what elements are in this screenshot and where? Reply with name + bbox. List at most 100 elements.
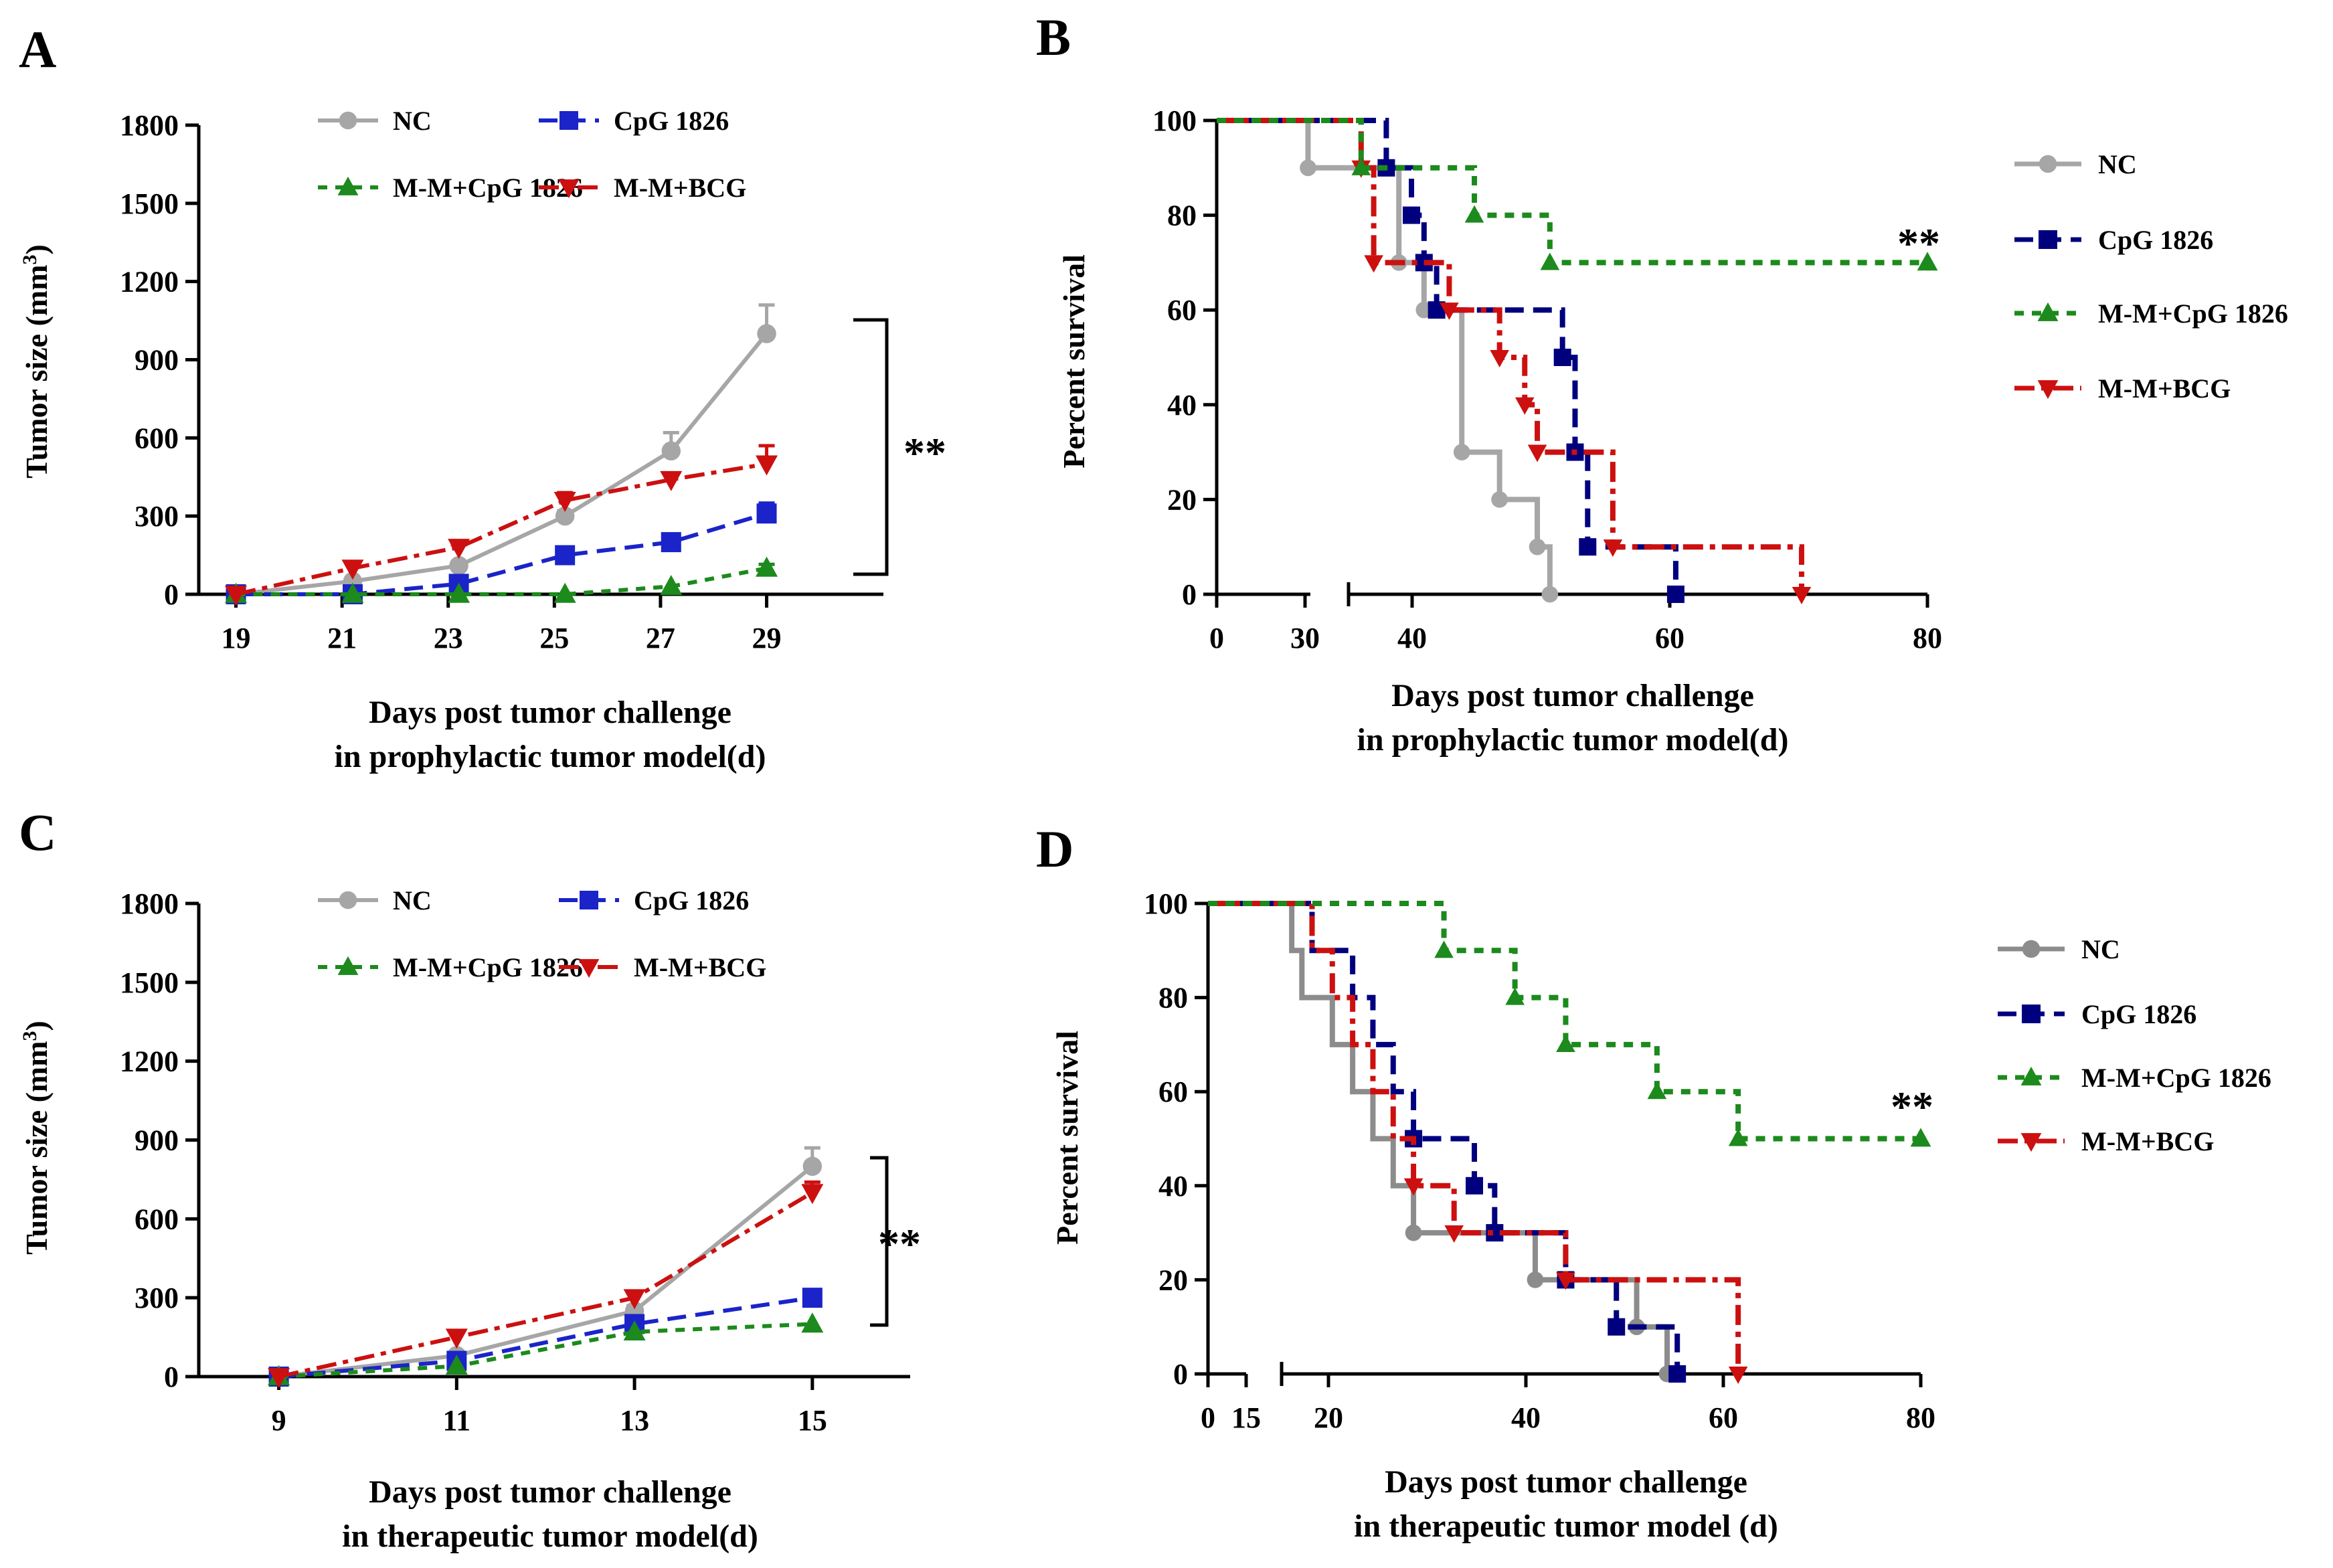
data-point bbox=[445, 1328, 468, 1349]
data-point bbox=[445, 1355, 468, 1375]
censor-marker bbox=[1464, 205, 1484, 223]
legend-item: M-M+BCG bbox=[539, 173, 746, 203]
end-marker bbox=[1910, 1128, 1931, 1147]
data-point bbox=[802, 1288, 823, 1308]
x-tick-label: 21 bbox=[327, 622, 357, 655]
censor-marker bbox=[1453, 444, 1470, 460]
y-tick-label: 80 bbox=[1167, 199, 1197, 232]
legend-label: CpG 1826 bbox=[2098, 225, 2213, 255]
legend-item: CpG 1826 bbox=[559, 885, 749, 916]
x-tick-label: 80 bbox=[1906, 1401, 1935, 1434]
x-axis-label-line2: in prophylactic tumor model(d) bbox=[1357, 722, 1789, 758]
censor-marker bbox=[1728, 1128, 1748, 1146]
y-tick-label: 60 bbox=[1158, 1075, 1188, 1108]
significance-bracket bbox=[870, 1156, 889, 1327]
censor-marker bbox=[1668, 1365, 1687, 1383]
censor-marker bbox=[1515, 397, 1535, 415]
x-axis-label: Days post tumor challenge bbox=[1391, 678, 1754, 713]
data-point bbox=[553, 582, 576, 603]
x-tick-label: 9 bbox=[272, 1404, 286, 1437]
y-axis-label: Percent survival bbox=[1057, 254, 1091, 468]
y-tick-label: 20 bbox=[1158, 1264, 1188, 1296]
series-line bbox=[278, 1164, 814, 1379]
y-axis-label: Tumor size (mm3) bbox=[19, 244, 54, 478]
legend-marker bbox=[559, 111, 578, 130]
y-axis-label-main: Percent survival bbox=[1057, 254, 1091, 468]
significance-label: ** bbox=[1897, 220, 1940, 267]
panel-b: B 0 20 40 60 80 100 0 30 40 60 80 Days post tumor ch… bbox=[1036, 8, 2288, 758]
censor-marker bbox=[1527, 1272, 1544, 1288]
legend-label: M-M+BCG bbox=[614, 173, 746, 203]
series-line bbox=[236, 511, 768, 596]
legend-label: M-M+BCG bbox=[2081, 1126, 2214, 1156]
data-point bbox=[448, 582, 470, 603]
series-line bbox=[278, 1296, 813, 1379]
series-line bbox=[236, 332, 768, 596]
censor-marker bbox=[1541, 586, 1559, 603]
censor-marker bbox=[1553, 349, 1571, 366]
series-m-m-bcg bbox=[1217, 118, 1812, 604]
panel-label: A bbox=[19, 20, 56, 78]
series-m-m-cpg-1826 bbox=[1208, 901, 1931, 1147]
data-point bbox=[341, 559, 364, 580]
censor-marker bbox=[1556, 1272, 1575, 1290]
censor-marker bbox=[1490, 349, 1509, 367]
legend-item: NC bbox=[318, 106, 432, 136]
x-tick-label: 27 bbox=[646, 622, 675, 655]
y-tick-label: 0 bbox=[164, 578, 179, 611]
y-tick-label: 40 bbox=[1158, 1170, 1188, 1203]
y-tick-label: 600 bbox=[135, 1203, 179, 1235]
censor-marker bbox=[1527, 444, 1547, 462]
data-point bbox=[756, 556, 778, 577]
series-m-m-bcg bbox=[1208, 901, 1748, 1384]
data-point bbox=[756, 503, 777, 524]
censor-marker bbox=[1603, 539, 1623, 557]
legend-item: NC bbox=[318, 885, 432, 916]
legend-marker bbox=[2037, 302, 2059, 321]
legend-label: NC bbox=[393, 885, 432, 916]
legend-marker bbox=[339, 111, 357, 130]
legend-item: NC bbox=[1998, 934, 2120, 964]
censor-marker bbox=[1491, 491, 1508, 508]
y-tick-label: 20 bbox=[1167, 483, 1197, 516]
y-axis-label-sup: 3 bbox=[19, 254, 41, 264]
x-axis-label-line2: in therapeutic tumor model(d) bbox=[342, 1518, 758, 1554]
censor-marker bbox=[1792, 586, 1812, 604]
legend-item: CpG 1826 bbox=[1998, 999, 2196, 1029]
significance-label: ** bbox=[878, 1220, 921, 1268]
legend-marker bbox=[2020, 1133, 2042, 1152]
legend-label: NC bbox=[2098, 149, 2137, 179]
y-tick-label: 100 bbox=[1152, 104, 1197, 137]
data-point bbox=[757, 324, 776, 343]
y-tick-label: 1200 bbox=[120, 1045, 179, 1078]
y-axis-label-main: Tumor size (mm bbox=[19, 264, 54, 478]
y-axis-label: Percent survival bbox=[1050, 1031, 1084, 1245]
legend-item: M-M+BCG bbox=[559, 952, 766, 982]
data-point bbox=[660, 575, 683, 596]
y-tick-label: 40 bbox=[1167, 389, 1197, 422]
survival-step-line bbox=[1217, 118, 1804, 594]
data-point bbox=[623, 1289, 646, 1310]
y-tick-label: 900 bbox=[135, 1124, 179, 1157]
data-point bbox=[623, 1320, 646, 1340]
survival-step-line bbox=[1208, 901, 1921, 1142]
censor-marker bbox=[1444, 1225, 1464, 1243]
panel-label: D bbox=[1036, 820, 1073, 878]
y-tick-label: 1200 bbox=[120, 266, 179, 298]
y-tick-label: 1500 bbox=[120, 187, 179, 220]
y-tick-label: 900 bbox=[135, 344, 179, 377]
x-tick-label: 25 bbox=[539, 622, 569, 655]
data-point bbox=[801, 1184, 824, 1205]
x-tick-label: 15 bbox=[1231, 1401, 1261, 1434]
x-tick-label: 19 bbox=[222, 622, 251, 655]
panel-label: C bbox=[19, 803, 56, 861]
legend-marker bbox=[2039, 155, 2057, 173]
censor-marker bbox=[1728, 1366, 1748, 1384]
y-axis-label-main: Tumor size (mm bbox=[19, 1041, 54, 1254]
y-tick-label: 0 bbox=[1173, 1358, 1188, 1391]
legend-item: M-M+BCG bbox=[2014, 373, 2231, 404]
data-point bbox=[661, 532, 681, 553]
x-tick-label: 80 bbox=[1913, 622, 1942, 655]
panel-c: C 0 300 600 900 1200 1500 1800 9 11 13 15 Days post … bbox=[19, 803, 921, 1554]
